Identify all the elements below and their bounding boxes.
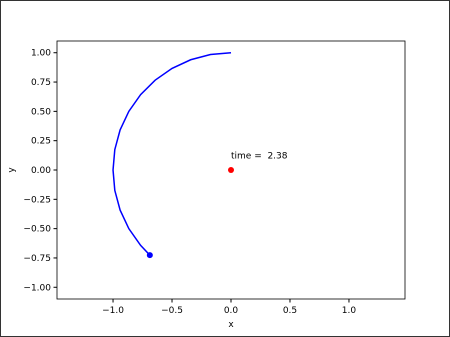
y-tick-label: 1.00 [31,49,51,59]
x-tick-label: 1.0 [342,306,357,316]
plot-frame [56,40,406,300]
point [228,167,234,173]
x-tick-label: −0.5 [161,306,183,316]
y-axis-label: y [7,167,17,173]
x-tick-label: 0.5 [283,306,297,316]
y-tick-label: −0.25 [23,195,51,205]
trajectory-line [112,51,232,256]
annotation: time = 2.38 [231,151,288,161]
point [146,252,153,259]
x-tick-label: 0.0 [224,306,239,316]
y-tick-label: 0.75 [31,78,51,88]
y-tick-label: −0.75 [23,254,51,264]
x-tick-label: −1.0 [102,306,124,316]
y-tick-label: 0.25 [31,137,51,147]
y-tick-label: −1.00 [23,283,51,293]
y-tick-label: 0.50 [31,107,51,117]
y-tick-label: −0.50 [23,225,51,235]
y-tick-label: 0.00 [31,166,51,176]
x-axis-label: x [228,320,234,330]
